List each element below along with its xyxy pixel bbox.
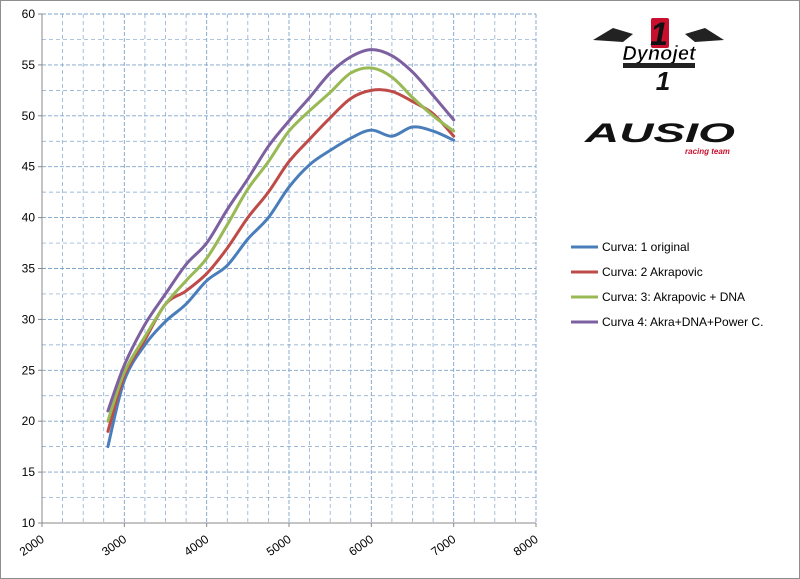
x-tick-label: 2000	[17, 532, 47, 559]
legend-label-4: Curva 4: Akra+DNA+Power C.	[602, 315, 763, 329]
x-tick-label: 3000	[99, 532, 129, 559]
series-line-3	[106, 66, 456, 423]
y-tick-label: 55	[22, 58, 36, 72]
svg-text:Dynojet: Dynojet	[622, 43, 697, 65]
series-lines	[106, 48, 456, 449]
legend-label-2: Curva: 2 Akrapovic	[602, 265, 703, 279]
y-tick-label: 25	[22, 363, 36, 377]
dynojet-logo: 1 Dynojet 1	[593, 16, 724, 96]
series-line-1	[106, 125, 456, 449]
y-tick-label: 45	[22, 160, 36, 174]
svg-text:AUSIO: AUSIO	[583, 118, 735, 148]
y-tick-label: 50	[22, 109, 36, 123]
y-tick-label: 20	[22, 414, 36, 428]
svg-text:1: 1	[650, 16, 668, 52]
series-line-4	[106, 48, 456, 413]
x-tick-label: 6000	[346, 532, 376, 559]
legend: Curva: 1 original Curva: 2 Akrapovic Curva…	[571, 240, 763, 329]
y-tick-label: 15	[22, 465, 36, 479]
y-tick-label: 60	[22, 7, 36, 21]
x-tick-label: 4000	[181, 532, 211, 559]
legend-label-1: Curva: 1 original	[602, 240, 689, 254]
x-tick-label: 8000	[511, 532, 541, 559]
x-tick-label: 7000	[428, 532, 458, 559]
y-tick-label: 35	[22, 262, 36, 276]
legend-label-3: Curva: 3: Akrapovic + DNA	[602, 290, 745, 304]
y-tick-label: 40	[22, 211, 36, 225]
svg-text:racing team: racing team	[685, 147, 730, 156]
svg-text:1: 1	[656, 66, 670, 96]
x-tick-label: 5000	[264, 532, 294, 559]
y-tick-label: 10	[22, 516, 36, 530]
ausio-logo: AUSIO racing team	[583, 118, 735, 156]
y-tick-label: 30	[22, 312, 36, 326]
